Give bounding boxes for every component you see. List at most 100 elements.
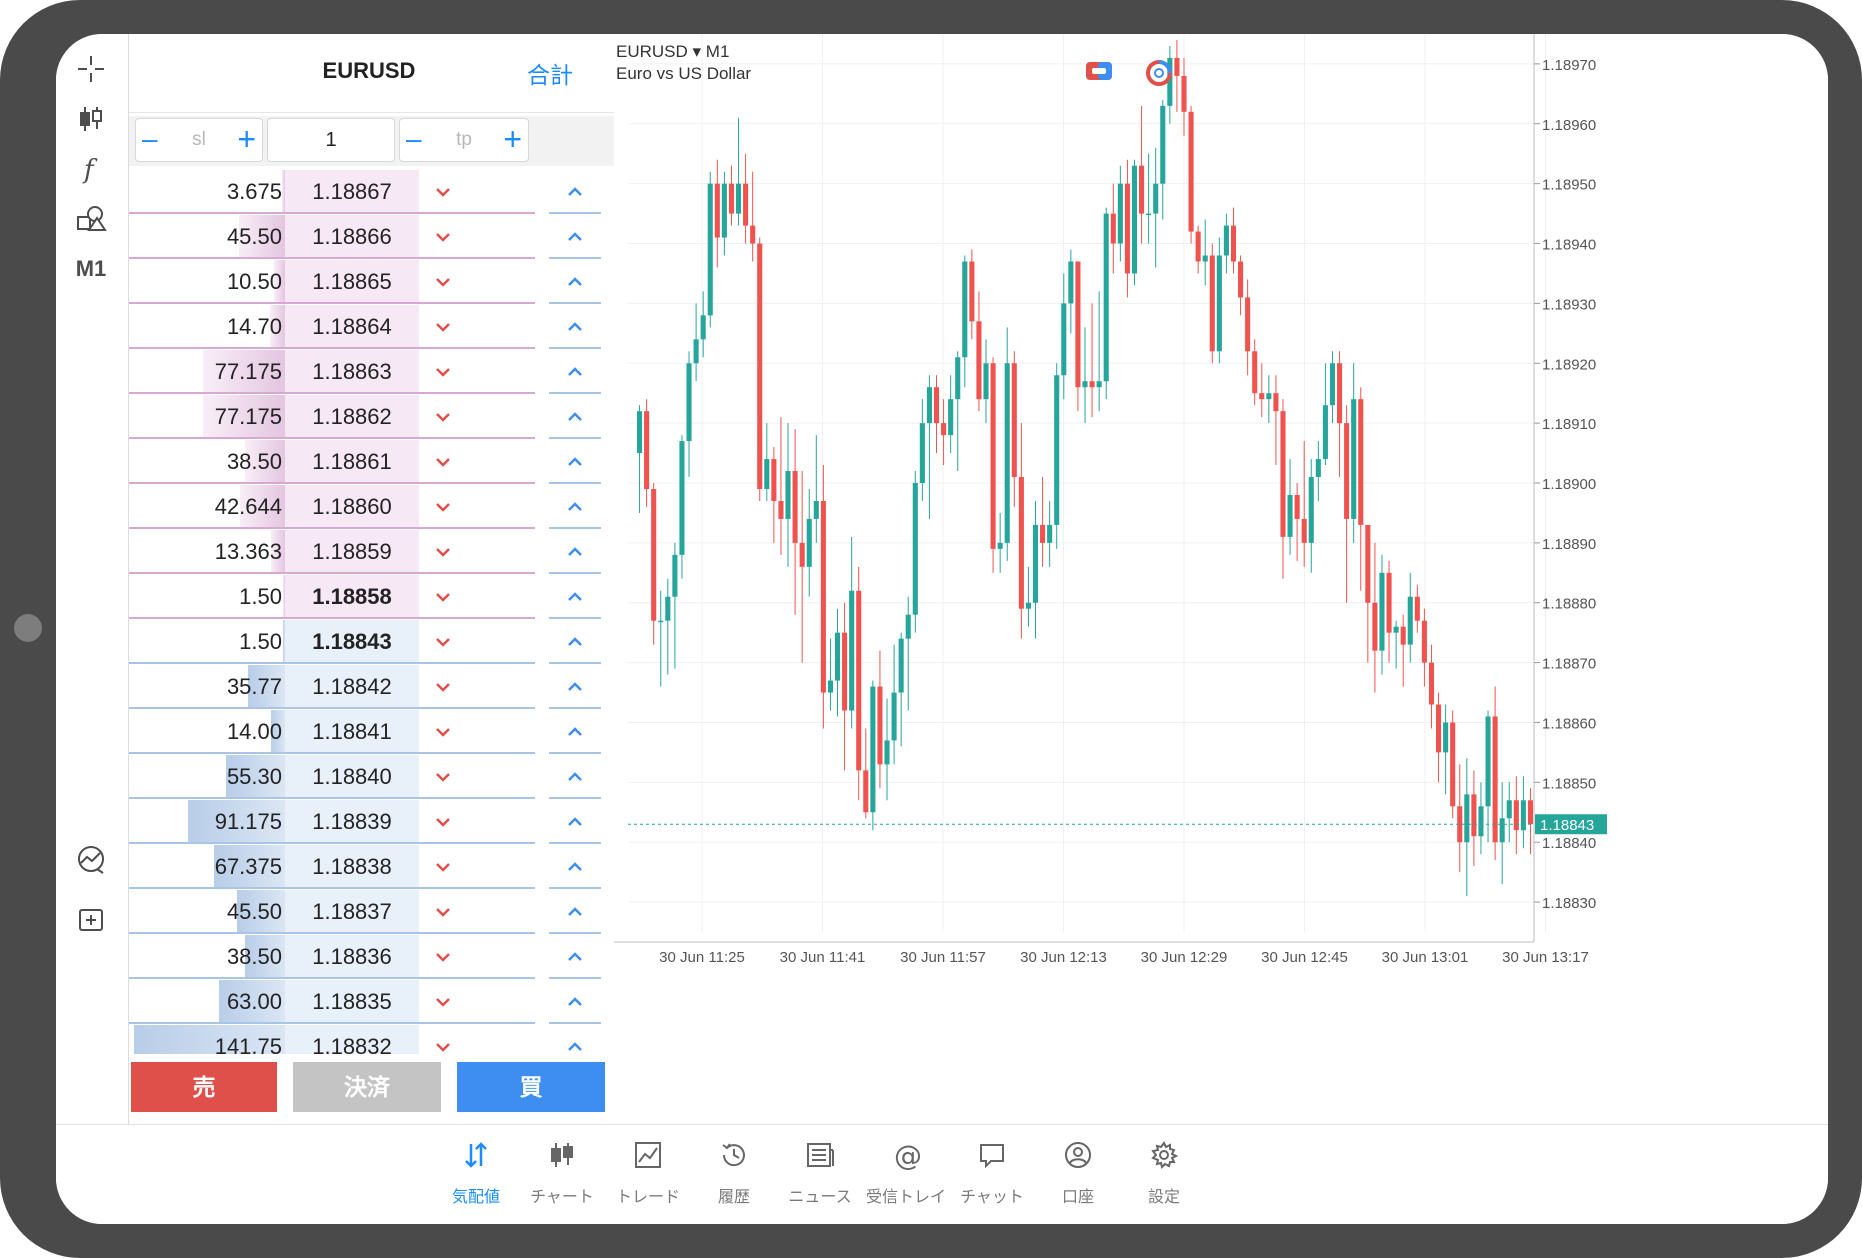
candlestick-chart[interactable]: 1.18970 1.18960 1.18950 1.18940 1.18930 1.189… — [614, 34, 1828, 1124]
nav-item-chart[interactable]: チャート — [512, 1135, 612, 1215]
total-button[interactable]: 合計 — [527, 62, 573, 88]
buy-limit-button[interactable] — [561, 943, 589, 971]
sell-limit-button[interactable] — [429, 583, 457, 611]
home-button[interactable] — [14, 614, 42, 642]
candle — [728, 165, 735, 226]
buy-row-divider — [549, 707, 601, 709]
buy-limit-button[interactable] — [561, 853, 589, 881]
nav-item-history[interactable]: 履歴 — [684, 1135, 784, 1215]
new-order-icon[interactable] — [66, 894, 116, 944]
sell-limit-button[interactable] — [429, 718, 457, 746]
candle — [665, 578, 671, 675]
sell-limit-button[interactable] — [429, 313, 457, 341]
trade-timer-icon[interactable] — [1144, 58, 1178, 86]
one-click-trading-icon[interactable] — [1084, 58, 1118, 86]
price-cell: 1.18860 — [312, 494, 392, 519]
candle — [1146, 153, 1152, 244]
candle — [735, 117, 742, 226]
buy-limit-button[interactable] — [561, 178, 589, 206]
candle-body — [1160, 105, 1166, 184]
buy-limit-button[interactable] — [561, 313, 589, 341]
buy-limit-button[interactable] — [561, 583, 589, 611]
sell-limit-button[interactable] — [429, 448, 457, 476]
sell-limit-button[interactable] — [429, 223, 457, 251]
buy-limit-button[interactable] — [561, 448, 589, 476]
sell-limit-button[interactable] — [429, 898, 457, 926]
buy-limit-button[interactable] — [561, 808, 589, 836]
shapes-icon[interactable] — [66, 194, 116, 244]
candle-body — [1202, 255, 1208, 262]
row-divider — [129, 392, 535, 394]
buy-limit-button[interactable] — [561, 268, 589, 296]
tp-minus-button[interactable]: – — [406, 123, 422, 154]
nav-item-chat[interactable]: チャット — [942, 1135, 1042, 1215]
buy-button[interactable]: 買 — [457, 1062, 605, 1112]
buy-limit-button[interactable] — [561, 718, 589, 746]
sl-minus-button[interactable]: – — [142, 123, 158, 154]
sell-limit-button[interactable] — [429, 853, 457, 881]
buy-limit-button[interactable] — [561, 898, 589, 926]
sell-limit-button[interactable] — [429, 628, 457, 656]
candle-body — [1506, 800, 1512, 819]
candle — [1061, 273, 1067, 400]
nav-item-account[interactable]: 口座 — [1028, 1135, 1128, 1215]
nav-item-news[interactable]: ニュース — [770, 1135, 870, 1215]
candle-body — [1032, 524, 1039, 603]
candle-body — [933, 387, 940, 424]
chevron-up-icon — [568, 277, 582, 286]
sl-field[interactable]: – sl + — [135, 118, 263, 162]
sell-limit-button[interactable] — [429, 538, 457, 566]
buy-limit-button[interactable] — [561, 223, 589, 251]
sell-limit-button[interactable] — [429, 673, 457, 701]
buy-limit-button[interactable] — [561, 763, 589, 791]
y-tick-label: 1.18900 — [1542, 476, 1596, 493]
sell-limit-button[interactable] — [429, 943, 457, 971]
candle-body — [969, 261, 975, 322]
candle — [785, 423, 791, 567]
timeframe-button[interactable]: M1 — [75, 256, 107, 281]
crosshair-icon[interactable] — [66, 44, 116, 94]
price-chart[interactable]: 1.18970 1.18960 1.18950 1.18940 1.18930 1.189… — [614, 34, 1828, 1124]
nav-item-trade[interactable]: トレード — [598, 1135, 698, 1215]
nav-item-settings[interactable]: 設定 — [1114, 1135, 1214, 1215]
nav-item-mail[interactable]: @ 受信トレイ — [856, 1135, 956, 1215]
ask-row: 10.50 1.18865 — [129, 260, 615, 304]
buy-limit-button[interactable] — [561, 358, 589, 386]
row-divider — [129, 842, 535, 844]
volume-field[interactable]: 1 — [267, 118, 395, 162]
sell-limit-button[interactable] — [429, 763, 457, 791]
sell-limit-button[interactable] — [429, 493, 457, 521]
buy-limit-button[interactable] — [561, 988, 589, 1016]
price-cell: 1.18858 — [312, 584, 392, 609]
buy-limit-button[interactable] — [561, 1033, 589, 1054]
chevron-down-icon — [436, 818, 450, 827]
candlestick-icon[interactable] — [66, 94, 116, 144]
sell-limit-button[interactable] — [429, 358, 457, 386]
sell-limit-button[interactable] — [429, 1033, 457, 1054]
sell-limit-button[interactable] — [429, 988, 457, 1016]
tp-field[interactable]: – tp + — [399, 118, 529, 162]
chart-title[interactable]: EURUSD ▾ M1 — [616, 42, 730, 61]
chart-trend-icon[interactable] — [66, 834, 116, 884]
buy-limit-button[interactable] — [561, 673, 589, 701]
nav-label: チャット — [960, 1189, 1024, 1206]
y-tick-label: 1.18950 — [1542, 177, 1596, 194]
sl-plus-button[interactable]: + — [237, 121, 256, 157]
sell-limit-button[interactable] — [429, 268, 457, 296]
function-icon[interactable]: f — [66, 144, 116, 194]
sell-limit-button[interactable] — [429, 178, 457, 206]
tp-plus-button[interactable]: + — [503, 121, 522, 157]
buy-limit-button[interactable] — [561, 628, 589, 656]
buy-limit-button[interactable] — [561, 493, 589, 521]
nav-item-quotes[interactable]: 気配値 — [426, 1135, 526, 1215]
sell-limit-button[interactable] — [429, 403, 457, 431]
buy-limit-button[interactable] — [561, 538, 589, 566]
sell-limit-button[interactable] — [429, 808, 457, 836]
price-cell-bg — [285, 350, 419, 394]
candle-body — [1329, 363, 1336, 406]
sell-button[interactable]: 売 — [131, 1062, 277, 1112]
buy-limit-button[interactable] — [561, 403, 589, 431]
x-tick-label: 30 Jun 12:13 — [1020, 949, 1107, 966]
close-position-button[interactable]: 決済 — [293, 1062, 441, 1112]
